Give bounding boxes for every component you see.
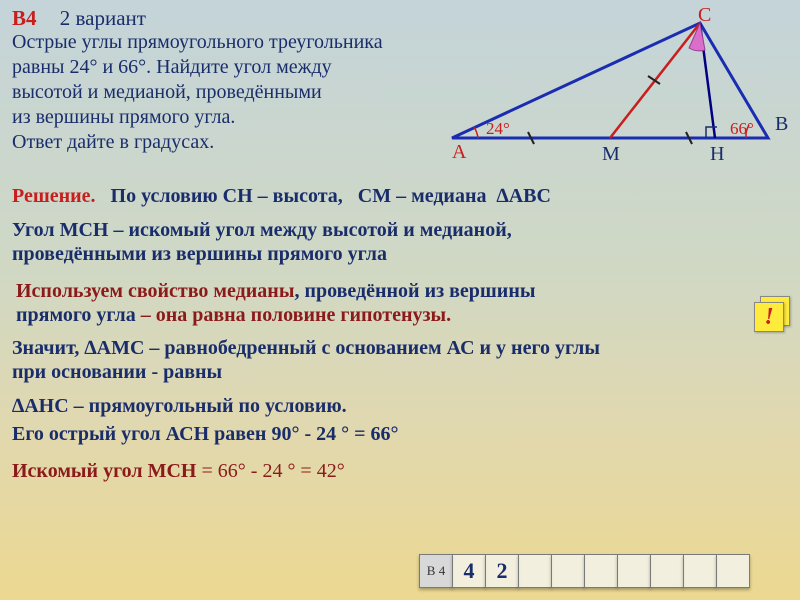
code: В4 bbox=[12, 6, 37, 30]
solution-7: Искомый угол МСH = 66° - 24 ° = 42° bbox=[12, 460, 345, 483]
problem-text: Острые углы прямоугольного треугольника … bbox=[12, 30, 383, 155]
solution-1: Решение. По условию СH – высота, СМ – ме… bbox=[12, 185, 551, 208]
s7b: = 66° - 24 ° = 42° bbox=[197, 460, 345, 482]
ans-e3 bbox=[584, 554, 618, 588]
ans-label: В 4 bbox=[419, 554, 453, 588]
s4a: Значит, ∆АМС – равнобедренный с основани… bbox=[12, 337, 600, 359]
solution-6: Его острый угол АСH равен 90° - 24 ° = 6… bbox=[12, 423, 399, 446]
l4: из вершины прямого угла. bbox=[12, 105, 383, 130]
label-H: H bbox=[710, 143, 724, 165]
ans-e5 bbox=[650, 554, 684, 588]
ans-d2: 2 bbox=[485, 554, 519, 588]
label-B: В bbox=[775, 113, 788, 135]
solution-2: Угол МСH – искомый угол между высотой и … bbox=[12, 218, 512, 266]
s3c: прямого угла bbox=[16, 304, 141, 326]
s2a: Угол МСH bbox=[12, 219, 108, 241]
solution-3: Используем свойство медианы, проведённой… bbox=[16, 279, 535, 327]
excl-text: ! bbox=[754, 302, 784, 332]
l3: высотой и медианой, проведёнными bbox=[12, 80, 383, 105]
ans-e4 bbox=[617, 554, 651, 588]
ans-e6 bbox=[683, 554, 717, 588]
ang-A: 24° bbox=[486, 119, 510, 138]
s3a: Используем свойство медианы bbox=[16, 280, 294, 302]
solution-4: Значит, ∆АМС – равнобедренный с основани… bbox=[12, 336, 600, 384]
l1: Острые углы прямоугольного треугольника bbox=[12, 30, 383, 55]
s4b: при основании - равны bbox=[12, 361, 222, 383]
s1a: Решение. bbox=[12, 185, 96, 207]
ans-e2 bbox=[551, 554, 585, 588]
s2c: проведёнными из вершины прямого угла bbox=[12, 243, 387, 265]
l2: равны 24° и 66°. Найдите угол между bbox=[12, 55, 383, 80]
diagram: А С В М H 24° 66° bbox=[430, 8, 790, 188]
header: В4 2 вариант bbox=[12, 6, 146, 31]
label-C: С bbox=[698, 8, 711, 26]
label-A: А bbox=[452, 141, 467, 163]
label-M: М bbox=[602, 143, 620, 165]
ans-e1 bbox=[518, 554, 552, 588]
s7a: Искомый угол МСH bbox=[12, 460, 197, 482]
variant: 2 вариант bbox=[60, 6, 146, 30]
exclamation-icon: ! bbox=[754, 296, 790, 332]
ans-d1: 4 bbox=[452, 554, 486, 588]
answer-boxes: В 4 4 2 bbox=[420, 554, 750, 588]
s3d: – она равна половине гипотенузы. bbox=[141, 304, 451, 326]
l5: Ответ дайте в градусах. bbox=[12, 130, 383, 155]
ang-B: 66° bbox=[730, 119, 754, 138]
s3b: , проведённой из вершины bbox=[294, 280, 535, 302]
s1b: По условию СH – высота, СМ – медиана ∆АВ… bbox=[96, 185, 551, 207]
ans-e7 bbox=[716, 554, 750, 588]
solution-5: ∆АHС – прямоугольный по условию. bbox=[12, 395, 347, 418]
s2b: – искомый угол между высотой и медианой, bbox=[108, 219, 511, 241]
